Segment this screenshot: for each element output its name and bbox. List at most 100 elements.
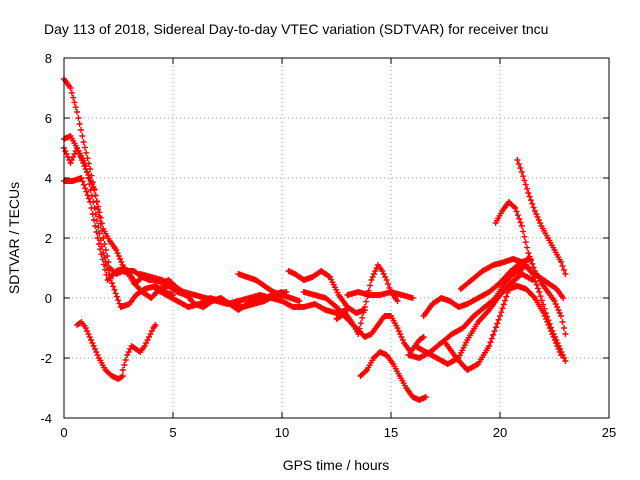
data-point bbox=[94, 217, 101, 224]
data-point bbox=[383, 277, 390, 283]
data-point bbox=[103, 262, 110, 269]
data-point bbox=[536, 289, 543, 295]
data-point bbox=[542, 310, 549, 316]
data-point bbox=[367, 282, 374, 289]
data-point bbox=[527, 257, 534, 264]
data-point bbox=[533, 211, 540, 217]
data-point bbox=[84, 155, 91, 162]
data-point bbox=[72, 104, 79, 111]
data-point bbox=[81, 144, 88, 151]
data-point bbox=[90, 343, 97, 349]
data-point bbox=[90, 217, 97, 223]
data-point bbox=[420, 334, 427, 340]
data-point bbox=[558, 259, 565, 265]
data-point bbox=[526, 193, 533, 200]
data-point bbox=[517, 219, 524, 226]
data-point bbox=[562, 331, 569, 337]
data-point bbox=[82, 185, 89, 192]
data-point bbox=[529, 271, 536, 277]
data-point bbox=[115, 253, 122, 259]
data-point bbox=[538, 297, 545, 304]
data-point bbox=[152, 322, 159, 328]
data-point bbox=[296, 298, 303, 304]
data-point bbox=[117, 256, 124, 262]
data-point bbox=[357, 320, 364, 327]
data-point bbox=[116, 300, 123, 307]
data-point bbox=[63, 151, 70, 157]
data-point bbox=[514, 157, 521, 163]
data-point bbox=[562, 358, 569, 364]
data-point bbox=[93, 349, 100, 355]
data-point bbox=[533, 281, 540, 288]
data-point bbox=[526, 253, 533, 260]
data-point bbox=[556, 310, 563, 316]
data-point bbox=[512, 205, 519, 211]
series-arc-22 bbox=[510, 262, 569, 364]
data-point bbox=[562, 271, 569, 277]
y-tick-label: 8 bbox=[45, 51, 52, 66]
data-point bbox=[78, 127, 85, 133]
data-point bbox=[96, 230, 103, 237]
data-point bbox=[491, 328, 498, 334]
data-point bbox=[559, 263, 566, 269]
data-point bbox=[360, 309, 367, 316]
data-point bbox=[372, 268, 379, 274]
data-point bbox=[121, 362, 128, 368]
data-point bbox=[67, 160, 74, 166]
data-point bbox=[122, 357, 129, 363]
series-arc-21 bbox=[514, 157, 569, 277]
data-point bbox=[85, 195, 92, 202]
data-point bbox=[97, 237, 104, 244]
data-point bbox=[91, 346, 98, 352]
data-point bbox=[499, 305, 506, 312]
y-tick-label: 4 bbox=[45, 171, 52, 186]
data-point bbox=[78, 175, 85, 181]
data-point bbox=[488, 335, 495, 342]
data-point bbox=[75, 115, 82, 121]
data-point bbox=[79, 133, 86, 139]
data-point bbox=[356, 325, 363, 332]
data-point bbox=[89, 340, 96, 346]
series-arc-14 bbox=[357, 349, 429, 403]
data-point bbox=[518, 169, 525, 175]
y-tick-label: 6 bbox=[45, 111, 52, 126]
data-point bbox=[503, 293, 510, 300]
data-point bbox=[522, 181, 529, 188]
data-point bbox=[529, 260, 536, 267]
series-arc-5 bbox=[74, 319, 126, 382]
data-point bbox=[559, 319, 566, 325]
data-point bbox=[555, 307, 562, 313]
data-point bbox=[96, 209, 103, 216]
data-point bbox=[514, 212, 521, 219]
data-point bbox=[119, 373, 126, 379]
data-point bbox=[504, 289, 511, 296]
data-point bbox=[518, 223, 525, 229]
series-arc-20 bbox=[492, 199, 569, 337]
data-point bbox=[76, 121, 83, 127]
y-tick-label: -4 bbox=[40, 411, 52, 426]
data-point bbox=[398, 334, 405, 340]
data-point bbox=[102, 266, 109, 273]
y-tick-label: 0 bbox=[45, 291, 52, 306]
data-point bbox=[88, 337, 95, 343]
data-point bbox=[495, 316, 502, 323]
x-tick-label: 20 bbox=[493, 425, 507, 440]
data-point bbox=[397, 331, 404, 337]
x-axis-label: GPS time / hours bbox=[283, 457, 390, 473]
data-point bbox=[99, 256, 106, 263]
data-point bbox=[501, 297, 508, 304]
data-point bbox=[92, 223, 99, 229]
data-point bbox=[490, 331, 497, 338]
data-point bbox=[80, 181, 87, 188]
data-point bbox=[83, 149, 90, 156]
data-point bbox=[85, 175, 92, 181]
data-point bbox=[560, 325, 567, 331]
data-point bbox=[546, 320, 553, 327]
data-point bbox=[98, 220, 105, 227]
data-point bbox=[554, 304, 561, 310]
data-point bbox=[118, 259, 125, 265]
data-point bbox=[86, 181, 93, 187]
data-point bbox=[359, 314, 366, 321]
x-tick-label: 25 bbox=[602, 425, 616, 440]
